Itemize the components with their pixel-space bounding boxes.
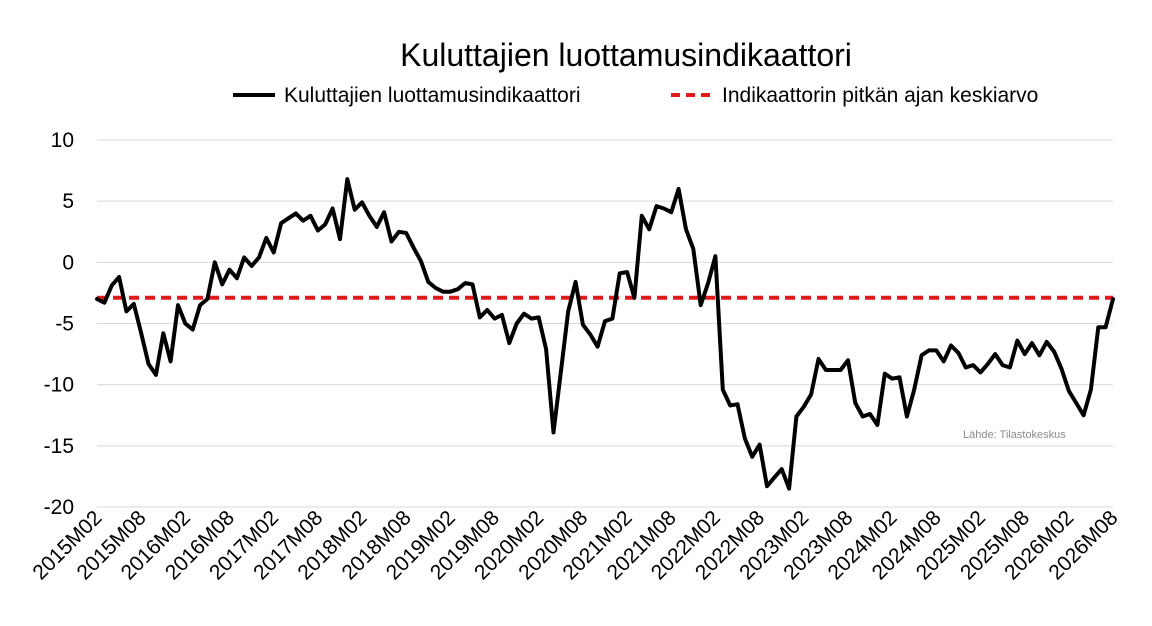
legend-label-consumer-confidence: Kuluttajien luottamusindikaattori	[284, 84, 581, 107]
y-tick-label: 0	[62, 251, 74, 274]
y-tick-label: -5	[55, 313, 74, 336]
y-tick-label: 5	[62, 190, 74, 213]
y-tick-label: 10	[51, 129, 74, 152]
y-tick-label: -10	[44, 374, 74, 397]
series-line-consumer-confidence	[95, 177, 1115, 491]
legend: Kuluttajien luottamusindikaattori Indika…	[233, 84, 1038, 107]
y-tick-label: -15	[44, 435, 74, 458]
y-tick-label: -20	[44, 496, 74, 519]
series-layer	[95, 177, 1115, 491]
legend-label-long-term-average: Indikaattorin pitkän ajan keskiarvo	[722, 84, 1038, 107]
y-axis-ticks: 10 5 0 -5 -10 -15 -20	[44, 129, 74, 519]
chart-title: Kuluttajien luottamusindikaattori	[400, 37, 852, 73]
source-note: Lähde: Tilastokeskus	[963, 429, 1066, 441]
x-axis-ticks: 2015M022015M082016M022016M082017M022017M…	[28, 506, 1122, 584]
